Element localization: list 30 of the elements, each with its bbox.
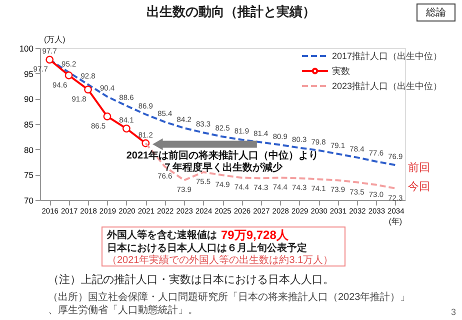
point (103, 112, 112, 120)
text: （注）上記の推計人口・実数は日本における日本人人口。 (48, 273, 334, 286)
y-tick-label: 70 (24, 196, 34, 206)
y-tick-label: 95 (24, 68, 34, 79)
y-axis-title: (万人) (44, 35, 66, 44)
y-tick-label: 75 (24, 170, 34, 180)
annotation: ７年程度早く出生数が減少 (162, 161, 284, 174)
legend-label: 2023推計人口（出生中位） (332, 81, 442, 91)
text: 前回 (408, 162, 430, 174)
y-tick-label: 80 (24, 144, 34, 155)
chart-title: 出生数の動向（推計と実績） (146, 4, 316, 19)
text: 今回 (408, 180, 430, 193)
point (122, 124, 130, 133)
text: （2021年実績での外国人等の出生数は約3.1万人） (107, 254, 334, 266)
x-axis-title: (年) (388, 217, 402, 226)
text: 日本における日本人人口は６月上旬公表予定 (107, 242, 307, 254)
point (64, 71, 73, 80)
point (46, 56, 54, 64)
legend-label: 実数 (332, 66, 350, 76)
y-tick-label: 85 (24, 120, 34, 130)
legend-label: 2017推計人口（出生中位） (332, 51, 442, 61)
y-tick-label: 100 (19, 44, 34, 54)
text: 総論 (425, 6, 446, 18)
y-tick-label: 90 (24, 94, 34, 104)
point (84, 86, 92, 94)
text: 79万9,728人 (221, 228, 290, 242)
annotation: 2021年は前回の将来推計人口（中位）より (126, 149, 319, 162)
text: 外国人等を含む速報値は (106, 229, 217, 241)
text: （出所）国立社会保障・人口問題研究所「日本の将来推計人口（2023年推計）」、厚生労働省「人口動態統計」。 (48, 291, 410, 316)
text: 3 (450, 307, 456, 317)
